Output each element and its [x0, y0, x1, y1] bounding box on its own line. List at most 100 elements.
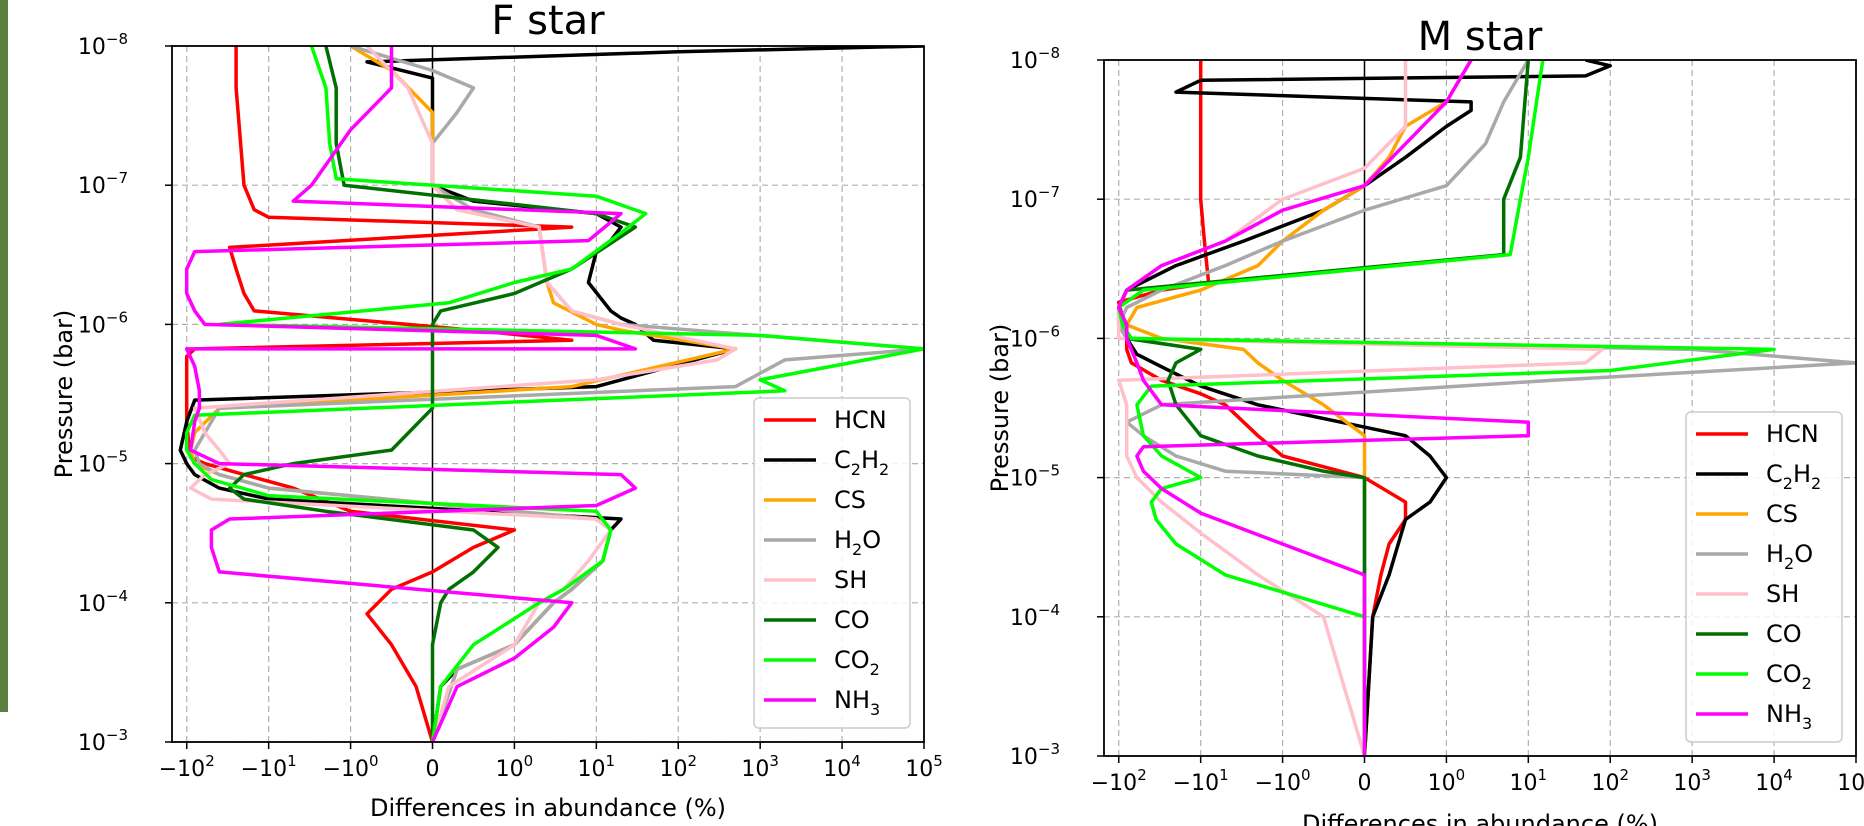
- legend-entry: NH3: [834, 686, 880, 719]
- legend-name: CS: [834, 486, 866, 514]
- x-tick-base: 0: [425, 757, 439, 782]
- legend-subscript: 2: [1802, 674, 1812, 693]
- panel-1: −102 −101 −100 0 100 101 102 103 104 10510−810−71…: [50, 0, 943, 822]
- y-tick-label: 10−5: [78, 448, 128, 478]
- x-tick-exponent: 0: [369, 752, 379, 770]
- y-tick-exponent: −7: [106, 169, 128, 187]
- y-tick-base: 10: [78, 313, 106, 338]
- x-tick-exponent: 3: [1701, 766, 1711, 784]
- x-tick-base: −10: [241, 757, 287, 782]
- x-tick-label: 102: [659, 752, 697, 782]
- y-tick-label: 10−3: [1010, 740, 1060, 770]
- legend-name: C: [1766, 460, 1783, 488]
- legend-entry: C2H2: [1766, 460, 1821, 493]
- x-tick-label: 0: [425, 757, 439, 782]
- series-line-nh3: [1116, 60, 1531, 756]
- legend-subscript: 2: [851, 460, 861, 479]
- x-tick-label: 101: [578, 752, 616, 782]
- y-tick-base: 10: [1010, 188, 1038, 213]
- y-tick-exponent: −5: [106, 448, 128, 466]
- x-tick-base: −10: [1255, 771, 1301, 796]
- legend-name: HCN: [1766, 420, 1819, 448]
- x-tick-exponent: 2: [205, 752, 215, 770]
- x-tick-base: 10: [1837, 771, 1864, 796]
- x-tick-base: 10: [496, 757, 524, 782]
- x-tick-exponent: 0: [1456, 766, 1466, 784]
- y-tick-exponent: −4: [1038, 601, 1060, 619]
- x-tick-label: −101: [241, 752, 297, 782]
- legend-name-tail: H: [861, 446, 879, 474]
- x-tick-base: 10: [578, 757, 606, 782]
- x-axis-label: Differences in abundance (%): [1302, 810, 1658, 826]
- legend-subscript: 2: [852, 540, 862, 559]
- legend-name: CO: [834, 646, 870, 674]
- y-tick-base: 10: [78, 453, 106, 478]
- legend-name: H: [1766, 540, 1784, 568]
- legend-entry: CO: [1766, 620, 1802, 648]
- legend-name: CO: [1766, 660, 1802, 688]
- y-tick-base: 10: [78, 35, 106, 60]
- legend-subscript: 3: [870, 700, 880, 719]
- y-tick-exponent: −5: [1038, 462, 1060, 480]
- x-tick-exponent: 2: [687, 752, 697, 770]
- series-line-cs: [188, 46, 738, 742]
- legend-entry: HCN: [834, 406, 887, 434]
- legend-name-tail: O: [1794, 540, 1813, 568]
- series-line-hcn: [184, 46, 574, 742]
- y-axis-label: Pressure (bar): [986, 324, 1014, 493]
- legend-entry: H2O: [1766, 540, 1813, 573]
- x-tick-base: −10: [323, 757, 369, 782]
- x-tick-exponent: 2: [1137, 766, 1147, 784]
- x-tick-label: 0: [1357, 771, 1371, 796]
- x-tick-exponent: 0: [524, 752, 534, 770]
- legend-name: CS: [1766, 500, 1798, 528]
- x-tick-label: 102: [1591, 766, 1629, 796]
- chart-title: M star: [1418, 14, 1543, 60]
- legend-name: HCN: [834, 406, 887, 434]
- plot-frame: [171, 45, 925, 743]
- y-tick-label: 10−7: [78, 169, 128, 199]
- legend-entry: CS: [834, 486, 866, 514]
- x-tick-label: 103: [1673, 766, 1711, 796]
- y-tick-base: 10: [78, 592, 106, 617]
- legend-entry: CO2: [834, 646, 880, 679]
- y-tick-base: 10: [1010, 49, 1038, 74]
- y-tick-base: 10: [1010, 327, 1038, 352]
- x-tick-base: 10: [1591, 771, 1619, 796]
- legend-entry: CO2: [1766, 660, 1812, 693]
- series-line-cs: [1124, 60, 1473, 756]
- legend-entry: NH3: [1766, 700, 1812, 733]
- x-tick-exponent: 3: [769, 752, 779, 770]
- legend-subscript: 3: [1802, 714, 1812, 733]
- x-tick-exponent: 1: [287, 752, 297, 770]
- legend-name: SH: [834, 566, 867, 594]
- y-tick-exponent: −6: [106, 308, 128, 326]
- y-tick-base: 10: [1010, 745, 1038, 770]
- x-tick-exponent: 4: [1783, 766, 1793, 784]
- left-edge-bar: [0, 0, 8, 712]
- x-tick-label: −101: [1173, 766, 1229, 796]
- y-tick-label: 10−8: [78, 30, 128, 60]
- x-tick-base: 10: [1428, 771, 1456, 796]
- x-tick-exponent: 1: [1219, 766, 1229, 784]
- legend-entry: HCN: [1766, 420, 1819, 448]
- x-tick-exponent: 0: [1301, 766, 1311, 784]
- y-tick-label: 10−6: [1010, 322, 1060, 352]
- legend-entry: SH: [1766, 580, 1799, 608]
- x-tick-label: −102: [159, 752, 215, 782]
- chart-title: F star: [491, 0, 605, 44]
- y-tick-label: 10−5: [1010, 462, 1060, 492]
- x-tick-label: 104: [1755, 766, 1793, 796]
- legend-name: CO: [1766, 620, 1802, 648]
- legend-name-tail: O: [862, 526, 881, 554]
- y-tick-label: 10−3: [78, 726, 128, 756]
- x-tick-label: 105: [1837, 766, 1864, 796]
- legend-box: [753, 397, 911, 729]
- x-tick-base: 10: [1673, 771, 1701, 796]
- y-tick-exponent: −7: [1038, 183, 1060, 201]
- x-tick-base: 10: [1510, 771, 1538, 796]
- series-line-co: [1116, 60, 1531, 756]
- y-tick-base: 10: [1010, 467, 1038, 492]
- series-line-sh: [188, 46, 738, 742]
